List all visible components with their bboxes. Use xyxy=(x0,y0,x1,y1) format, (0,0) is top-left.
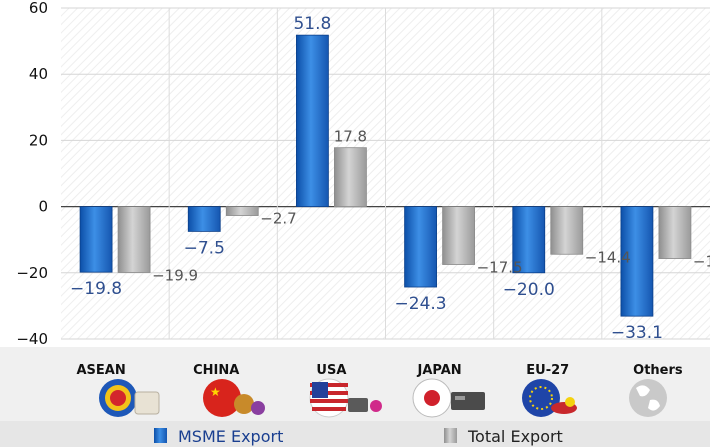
x-category-label: CHINA xyxy=(193,363,239,378)
data-label-msme: −7.5 xyxy=(184,238,225,258)
legend-label-msme: MSME Export xyxy=(178,427,283,446)
data-label-msme: −24.3 xyxy=(395,294,447,314)
bar-total-export xyxy=(225,206,259,216)
data-label-total: −14.4 xyxy=(585,248,631,266)
data-label-msme: −33.1 xyxy=(611,323,663,343)
bar-msme-export xyxy=(296,34,329,207)
legend-item-total: Total Export xyxy=(444,427,563,446)
legend-swatch-total xyxy=(444,428,457,443)
data-label-total: 17.8 xyxy=(334,128,367,146)
data-label-total: −19.9 xyxy=(152,266,198,284)
bar-msme-export xyxy=(79,206,113,273)
asean-emblem-icon xyxy=(99,379,160,417)
y-axis-tick-labels: 60 40 20 0 −20 −40 xyxy=(16,0,48,348)
x-category-label: EU-27 xyxy=(526,363,569,378)
bar-msme-export xyxy=(512,206,546,274)
x-category-label: ASEAN xyxy=(76,363,125,378)
bars xyxy=(79,34,692,317)
bar-total-export xyxy=(658,206,692,259)
gridlines xyxy=(61,7,710,340)
data-label-total: −17.5 xyxy=(477,259,523,277)
svg-text:★: ★ xyxy=(210,385,221,399)
china-flag-icon: ★ xyxy=(203,379,265,417)
eu-flag-icon xyxy=(522,379,577,417)
y-tick-label: 60 xyxy=(29,0,48,17)
x-axis-categories: ASEAN CHINA USA JAPAN EU-27 Others xyxy=(76,363,682,378)
bar-total-export xyxy=(117,206,151,273)
bar-msme-export xyxy=(404,206,437,288)
bar-total-export xyxy=(442,206,475,265)
data-label-total: −15.7 xyxy=(693,253,710,271)
bar-total-export xyxy=(334,147,367,208)
bar-msme-export xyxy=(620,206,654,317)
legend-item-msme: MSME Export xyxy=(154,427,283,446)
bar-msme-export xyxy=(187,206,221,232)
legend-label-total: Total Export xyxy=(467,427,563,446)
usa-flag-icon xyxy=(309,378,382,418)
legend-band xyxy=(0,421,710,447)
data-label-msme: 51.8 xyxy=(293,14,331,34)
legend: MSME Export Total Export xyxy=(154,427,563,446)
data-labels: −19.8 −19.9 −7.5 −2.7 51.8 17.8 −24.3 −17.5 −20.… xyxy=(70,14,710,343)
x-category-label: Others xyxy=(633,363,683,378)
data-label-msme: −20.0 xyxy=(503,280,555,300)
bar-total-export xyxy=(550,206,584,255)
y-tick-label: 0 xyxy=(38,198,48,216)
y-tick-label: 20 xyxy=(29,131,48,149)
data-label-msme: −19.8 xyxy=(70,279,122,299)
y-tick-label: −40 xyxy=(16,330,48,348)
data-label-total: −2.7 xyxy=(260,210,296,228)
legend-swatch-msme xyxy=(154,428,167,443)
x-category-label: USA xyxy=(316,363,346,378)
globe-icon xyxy=(629,379,667,417)
y-tick-label: 40 xyxy=(29,65,48,83)
japan-flag-icon xyxy=(412,378,485,418)
x-category-label: JAPAN xyxy=(416,363,461,378)
y-tick-label: −20 xyxy=(16,264,48,282)
